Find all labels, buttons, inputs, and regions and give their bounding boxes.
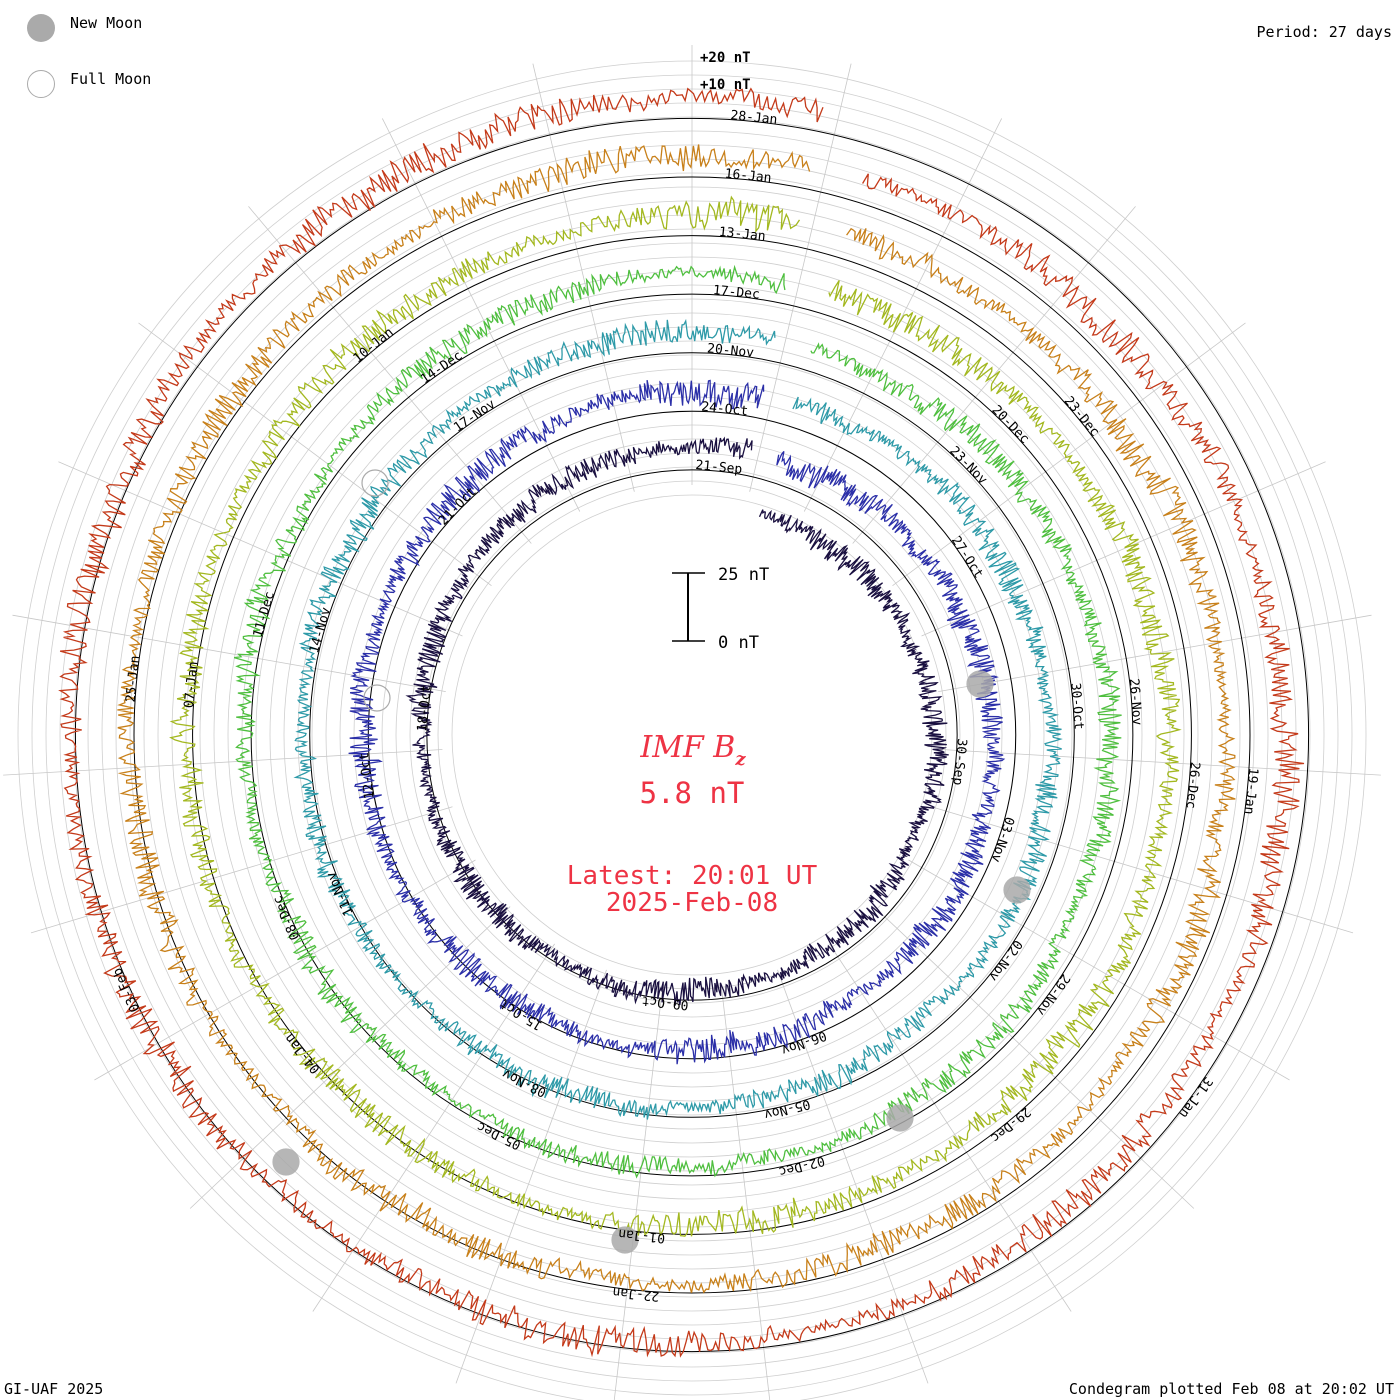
date-label: 19-Jan bbox=[1241, 767, 1261, 815]
date-label: 02-Nov bbox=[985, 937, 1025, 984]
new-moon-marker bbox=[1003, 876, 1031, 904]
radial-spoke bbox=[803, 118, 1003, 512]
date-label: 16-Jan bbox=[724, 167, 772, 187]
series-line bbox=[233, 264, 1122, 1179]
date-label: 11-Nov bbox=[324, 869, 357, 918]
date-label: 18-Oct bbox=[415, 684, 435, 732]
full-moon-marker bbox=[363, 684, 391, 712]
center-title-main: IMF B bbox=[639, 730, 735, 765]
new-moon-icon bbox=[27, 14, 55, 42]
radial-spokes bbox=[3, 45, 1381, 1400]
full-moon-label: Full Moon bbox=[70, 70, 152, 88]
date-label: 20-Nov bbox=[706, 341, 754, 361]
center-title: IMF Bz bbox=[639, 730, 746, 770]
date-label: 03-Nov bbox=[987, 815, 1016, 864]
date-label: 07-Jan bbox=[182, 661, 202, 709]
center-title-sub: z bbox=[734, 749, 746, 770]
center-value: 5.8 nT bbox=[640, 776, 745, 810]
new-moon-marker bbox=[966, 670, 994, 698]
date-label: 06-Nov bbox=[779, 1027, 828, 1057]
baseline-ring bbox=[74, 117, 1310, 1353]
date-label: 03-Feb bbox=[110, 965, 143, 1014]
full-moon-marker bbox=[361, 469, 389, 497]
date-label: 13-Jan bbox=[718, 225, 766, 245]
ring-label-20nt: +20 nT bbox=[700, 50, 751, 66]
moon-markers bbox=[272, 469, 1031, 1254]
baseline-ring bbox=[133, 176, 1251, 1294]
full-moon-icon bbox=[27, 70, 55, 98]
date-label: 17-Nov bbox=[451, 397, 498, 436]
date-label: 31-Jan bbox=[1176, 1074, 1216, 1121]
date-label: 23-Nov bbox=[946, 444, 990, 488]
baseline-ring bbox=[309, 352, 1075, 1118]
series-line bbox=[58, 87, 1305, 1358]
date-label: 08-Nov bbox=[500, 1066, 549, 1100]
date-label: 30-Oct bbox=[1067, 682, 1085, 730]
date-label: 28-Jan bbox=[730, 108, 778, 128]
period-label: Period: 27 days bbox=[1256, 23, 1392, 41]
date-label: 25-Jan bbox=[124, 655, 144, 703]
credit-label: GI-UAF 2025 bbox=[4, 1380, 104, 1398]
date-label: 22-Jan bbox=[612, 1284, 660, 1304]
new-moon-marker bbox=[886, 1104, 914, 1132]
series-line bbox=[348, 379, 1006, 1065]
latest-time: Latest: 20:01 UT bbox=[567, 861, 818, 891]
ring-label-10nt: +10 nT bbox=[700, 77, 751, 93]
date-label: 01-Jan bbox=[618, 1226, 666, 1246]
date-label: 17-Dec bbox=[712, 283, 760, 303]
date-label: 12-Oct bbox=[357, 751, 378, 799]
date-label: 24-Oct bbox=[701, 400, 749, 420]
date-labels: 21-Sep 30-Sep 09-Oct 18-Oct 24-Oct 27-Oct 03-N… bbox=[110, 108, 1260, 1303]
latest-date: 2025-Feb-08 bbox=[606, 888, 778, 918]
series-line bbox=[405, 436, 949, 1006]
radial-spoke bbox=[941, 749, 1381, 776]
baseline-ring bbox=[250, 293, 1134, 1177]
date-label: 26-Nov bbox=[1126, 678, 1144, 726]
series-line bbox=[169, 195, 1182, 1237]
date-label: 09-Oct bbox=[641, 992, 689, 1012]
plot-timestamp: Condegram plotted Feb 08 at 20:02 UT bbox=[1068, 1380, 1394, 1398]
date-label: 26-Dec bbox=[1183, 761, 1203, 809]
series-traces bbox=[58, 87, 1305, 1358]
date-label: 30-Sep bbox=[949, 738, 969, 786]
date-label: 21-Sep bbox=[695, 458, 743, 478]
series-line bbox=[293, 318, 1063, 1120]
scale-bar: 25 nT 0 nT bbox=[672, 565, 769, 653]
new-moon-label: New Moon bbox=[70, 14, 143, 32]
scale-top-label: 25 nT bbox=[718, 565, 769, 585]
new-moon-marker bbox=[611, 1226, 639, 1254]
new-moon-marker bbox=[272, 1148, 300, 1176]
series-line bbox=[117, 144, 1236, 1294]
date-label: 27-Oct bbox=[948, 534, 986, 582]
scale-bottom-label: 0 nT bbox=[718, 633, 759, 653]
